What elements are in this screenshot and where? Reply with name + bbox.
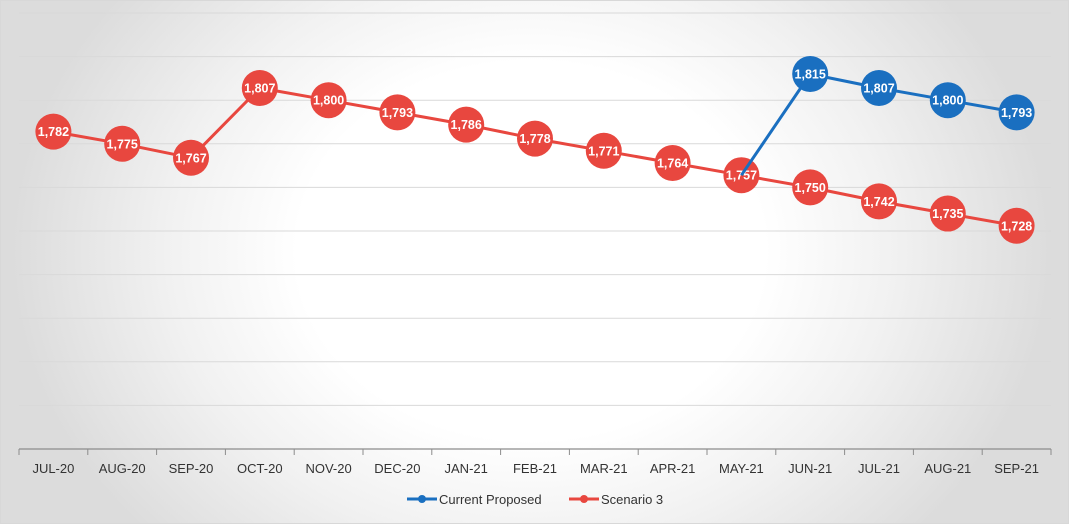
- data-label: 1,742: [863, 195, 894, 209]
- data-label: 1,775: [107, 137, 138, 151]
- data-label: 1,728: [1001, 219, 1032, 233]
- data-point: [104, 125, 141, 162]
- x-tick-label: OCT-20: [237, 461, 283, 476]
- data-label: 1,750: [795, 181, 826, 195]
- data-point: [998, 207, 1035, 244]
- data-label: 1,771: [588, 144, 619, 158]
- x-tick-label: DEC-20: [374, 461, 420, 476]
- x-tick-label: JAN-21: [445, 461, 488, 476]
- legend-marker: [418, 495, 426, 503]
- data-point: [310, 82, 347, 119]
- x-tick-label: MAY-21: [719, 461, 764, 476]
- data-label: 1,815: [795, 68, 826, 82]
- data-label: 1,778: [519, 132, 550, 146]
- x-tick-label: NOV-20: [305, 461, 351, 476]
- x-tick-labels: JUL-20 AUG-20 SEP-20 OCT-20 NOV-20 DEC-20 JAN-…: [32, 461, 1039, 476]
- data-point: [929, 82, 966, 119]
- data-point: [35, 113, 72, 150]
- legend-label: Current Proposed: [439, 492, 542, 507]
- data-label: 1,807: [244, 81, 275, 95]
- x-tick-label: JUL-20: [32, 461, 74, 476]
- x-tick-label: AUG-21: [924, 461, 971, 476]
- data-label: 1,782: [38, 125, 69, 139]
- legend: Current Proposed Scenario 3: [407, 492, 663, 507]
- legend-item: Scenario 3: [569, 492, 663, 507]
- data-point: [998, 94, 1035, 131]
- data-point: [517, 120, 553, 157]
- legend-label: Scenario 3: [601, 492, 663, 507]
- data-point: [861, 183, 897, 220]
- data-point: [241, 69, 278, 106]
- x-tick-label: JUL-21: [858, 461, 900, 476]
- data-point: [929, 195, 966, 232]
- data-label: 1,764: [657, 156, 688, 170]
- series-scenario-3: 1,782 1,775 1,767 1,807 1,800 1,793 1,786 1,778…: [35, 69, 1035, 244]
- data-label: 1,735: [932, 207, 963, 221]
- data-point: [173, 139, 209, 176]
- x-tick-label: MAR-21: [580, 461, 628, 476]
- x-tick-label: SEP-21: [994, 461, 1039, 476]
- data-point: [792, 56, 829, 93]
- x-axis-ticks: [18, 449, 1052, 455]
- legend-marker: [580, 495, 588, 503]
- gridlines: [19, 12, 1051, 406]
- legend-item: Current Proposed: [407, 492, 542, 507]
- data-label: 1,767: [175, 151, 206, 165]
- x-tick-label: FEB-21: [513, 461, 557, 476]
- data-point: [379, 94, 416, 131]
- data-label: 1,786: [451, 118, 482, 132]
- data-label: 1,807: [863, 81, 894, 95]
- data-point: [792, 169, 829, 206]
- series-current-proposed: 1,815 1,807 1,800 1,793: [740, 56, 1035, 177]
- data-label: 1,757: [726, 169, 757, 183]
- data-label: 1,793: [382, 106, 413, 120]
- x-tick-label: JUN-21: [788, 461, 832, 476]
- data-point: [585, 132, 622, 169]
- data-point: [861, 69, 897, 106]
- data-label: 1,800: [313, 94, 344, 108]
- data-point: [448, 106, 485, 143]
- x-tick-label: APR-21: [650, 461, 696, 476]
- data-label: 1,793: [1001, 106, 1032, 120]
- x-tick-label: SEP-20: [169, 461, 214, 476]
- data-label: 1,800: [932, 94, 963, 108]
- data-point: [654, 144, 691, 181]
- x-tick-label: AUG-20: [99, 461, 146, 476]
